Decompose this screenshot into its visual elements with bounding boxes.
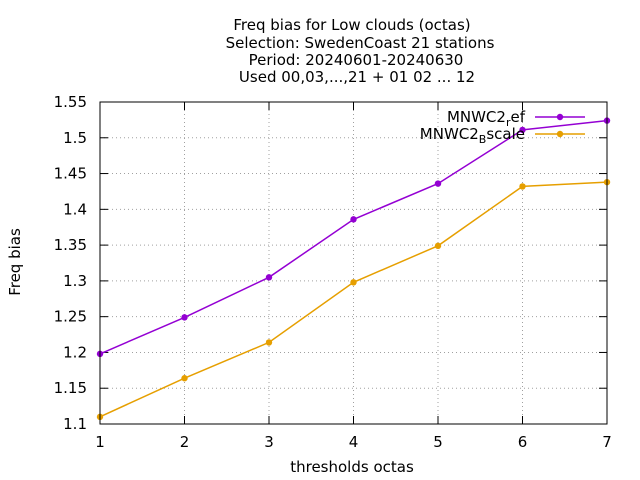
legend-marker-1 — [556, 113, 564, 121]
x-tick-label: 5 — [433, 433, 443, 451]
series-2-point — [519, 183, 526, 190]
series-1-point — [519, 126, 526, 134]
x-tick-label: 1 — [95, 433, 105, 451]
series-2-point — [265, 339, 273, 346]
series-2-point — [350, 279, 357, 286]
y-tick-label: 1.3 — [63, 272, 87, 290]
x-tick-label: 2 — [180, 433, 190, 451]
grid-lines — [100, 102, 607, 424]
y-tick-label: 1.45 — [54, 165, 87, 183]
legend-label-2: MNWC2Bscale — [420, 125, 525, 146]
x-tick-label: 4 — [349, 433, 359, 451]
y-tick-label: 1.5 — [63, 129, 87, 147]
x-tick-label: 3 — [264, 433, 274, 451]
y-tick-label: 1.2 — [63, 343, 87, 361]
x-tick-label: 7 — [602, 433, 612, 451]
y-tick-label: 1.25 — [54, 308, 87, 326]
y-axis-label: Freq bias — [6, 228, 24, 296]
plot-frame — [99, 101, 608, 425]
series-1-point — [350, 216, 357, 223]
chart-title-line-1: Freq bias for Low clouds (octas) — [233, 16, 470, 34]
legend-marker-2 — [556, 130, 564, 138]
x-tick-label: 6 — [518, 433, 528, 451]
legend-label-1: MNWC2ref — [447, 108, 526, 129]
series-1-point — [434, 180, 442, 187]
chart-title-line-3: Period: 20240601-20240630 — [249, 51, 464, 69]
x-tick-labels: 1 2 3 4 5 6 7 — [95, 433, 612, 451]
series-2-point — [434, 242, 442, 250]
y-tick-label: 1.55 — [54, 93, 87, 111]
series-layer — [96, 117, 611, 421]
series-1-point — [181, 314, 188, 321]
y-tick-label: 1.4 — [63, 200, 87, 218]
series-2-point — [181, 375, 188, 382]
series-1-point — [265, 274, 273, 281]
chart-title-line-4: Used 00,03,...,21 + 01 02 ... 12 — [239, 68, 475, 86]
x-axis-label: thresholds octas — [290, 458, 414, 476]
y-tick-labels: 1.1 1.15 1.2 1.25 1.3 1.35 1.4 1.45 1.5 1.55 — [54, 93, 87, 433]
y-tick-label: 1.15 — [54, 379, 87, 397]
chart-title-line-2: Selection: SwedenCoast 21 stations — [226, 34, 495, 52]
y-tick-label: 1.1 — [63, 415, 87, 433]
y-tick-label: 1.35 — [54, 236, 87, 254]
